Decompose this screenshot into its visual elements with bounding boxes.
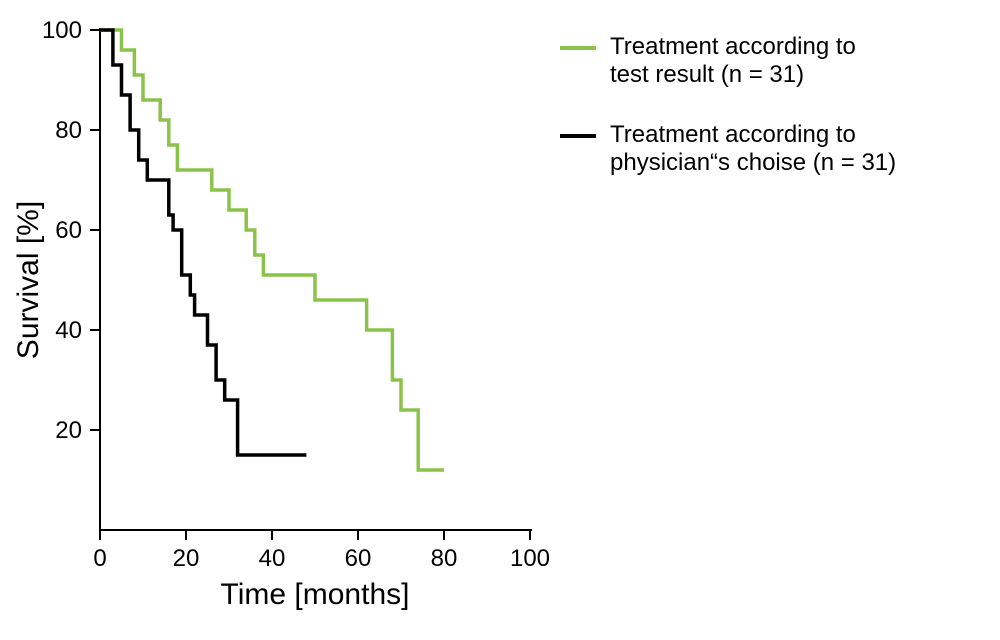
y-tick-label: 100: [42, 17, 82, 44]
x-tick-label: 60: [345, 545, 372, 572]
survival-chart: 20 40 60 80 100 0 20 40 60 80 100 Time [months] Surv…: [0, 0, 1000, 640]
y-tick-label: 20: [55, 417, 82, 444]
x-tick-label: 20: [173, 545, 200, 572]
y-tick-label: 80: [55, 117, 82, 144]
x-tick-label: 40: [259, 545, 286, 572]
x-axis-title: Time [months]: [221, 578, 410, 611]
y-tick-label: 60: [55, 217, 82, 244]
y-axis-title: Survival [%]: [12, 201, 45, 359]
x-tick-label: 80: [431, 545, 458, 572]
chart-svg: 20 40 60 80 100 0 20 40 60 80 100 Time [months] Surv…: [0, 0, 1000, 640]
legend-label-test-result: test result (n = 31): [610, 61, 804, 88]
x-tick-label: 0: [93, 545, 106, 572]
x-tick-label: 100: [510, 545, 550, 572]
legend-label-physician-choice: Treatment according to: [610, 121, 856, 148]
legend-label-test-result: Treatment according to: [610, 33, 856, 60]
y-tick-label: 40: [55, 317, 82, 344]
legend-label-physician-choice: physician“s choise (n = 31): [610, 149, 896, 176]
